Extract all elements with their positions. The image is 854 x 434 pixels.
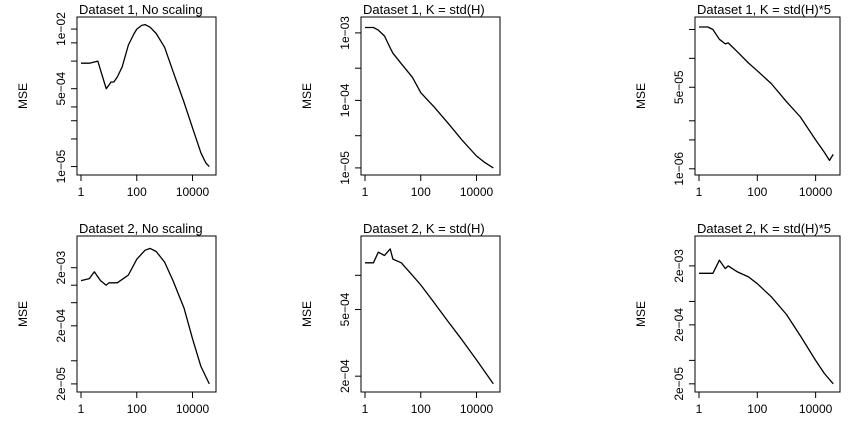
x-tick-label: 100 (127, 402, 147, 416)
x-tick-label: 1 (78, 402, 85, 416)
x-tick-label: 10000 (176, 185, 210, 199)
y-tick-label: 1e−03 (338, 16, 352, 50)
y-tick-label: 5e−04 (54, 72, 68, 106)
plot-title: Dataset 1, No scaling (79, 2, 203, 17)
y-tick-label: 2e−04 (54, 309, 68, 343)
y-tick-label: 1e−05 (54, 149, 68, 183)
y-tick-label: 1e−02 (54, 12, 68, 46)
y-tick-label: 2e−05 (672, 367, 686, 401)
plot-panel-6: Dataset 2, K = std(H)*5 MSE 1 100 10000 2e−05… (634, 221, 841, 416)
x-tick-label: 1 (696, 402, 703, 416)
x-tick-label: 10000 (460, 185, 494, 199)
x-tick-label: 10000 (176, 402, 210, 416)
y-axis-label: MSE (300, 83, 314, 109)
x-tick-label: 10000 (799, 402, 833, 416)
x-tick-label: 100 (747, 402, 767, 416)
y-tick-label: 2e−04 (338, 359, 352, 393)
x-tick-label: 100 (411, 185, 431, 199)
y-tick-label: 2e−04 (672, 308, 686, 342)
plot-frame (360, 16, 501, 176)
series-line-1 (699, 259, 834, 385)
plot-title: Dataset 2, K = std(H) (363, 221, 485, 236)
y-tick-label: 2e−03 (54, 251, 68, 285)
x-tick-label: 100 (411, 402, 431, 416)
plot-panel-4: Dataset 2, No scaling MSE 1 100 10000 2e−05 2e… (16, 221, 217, 416)
y-axis-label: MSE (16, 83, 30, 109)
x-tick-label: 1 (362, 402, 369, 416)
x-tick-label: 1 (78, 185, 85, 199)
plot-panel-1: Dataset 1, No scaling MSE 1 100 10000 1e−05 5e… (16, 2, 217, 199)
y-tick-label: 2e−05 (54, 367, 68, 401)
y-axis-label: MSE (16, 301, 30, 327)
y-axis-label: MSE (300, 301, 314, 327)
plot-panel-3: Dataset 1, K = std(H)*5 MSE 1 100 10000 1e−06… (634, 2, 841, 199)
y-tick-label: 5e−04 (338, 292, 352, 326)
y-tick-label: 5e−05 (672, 70, 686, 104)
x-tick-label: 1 (696, 185, 703, 199)
plot-frame (76, 235, 217, 393)
plot-title: Dataset 1, K = std(H)*5 (697, 2, 831, 17)
y-tick-label: 2e−03 (672, 249, 686, 283)
plot-panel-5: Dataset 2, K = std(H) MSE 1 100 10000 2e−04 5e… (300, 221, 501, 416)
series-line-1 (365, 26, 494, 169)
plot-title: Dataset 2, K = std(H)*5 (697, 221, 831, 236)
series-line-1 (699, 26, 834, 162)
y-tick-label: 1e−04 (338, 83, 352, 117)
series-line-1 (81, 23, 210, 168)
series-line-1 (80, 247, 210, 385)
plot-frame (360, 235, 501, 393)
x-tick-label: 10000 (460, 402, 494, 416)
x-tick-label: 100 (747, 185, 767, 199)
series-line-1 (365, 248, 494, 385)
plot-title: Dataset 2, No scaling (79, 221, 203, 236)
y-tick-label: 1e−05 (338, 151, 352, 185)
y-tick-label: 1e−06 (672, 152, 686, 186)
plot-frame (694, 16, 841, 176)
plot-frame (76, 16, 217, 176)
x-tick-label: 100 (127, 185, 147, 199)
y-axis-label: MSE (634, 83, 648, 109)
x-tick-label: 10000 (799, 185, 833, 199)
x-tick-label: 1 (362, 185, 369, 199)
plot-panel-2: Dataset 1, K = std(H) MSE 1 100 10000 1e−05 1e… (300, 2, 501, 199)
y-axis-label: MSE (634, 301, 648, 327)
plot-frame (694, 235, 841, 393)
plot-title: Dataset 1, K = std(H) (363, 2, 485, 17)
